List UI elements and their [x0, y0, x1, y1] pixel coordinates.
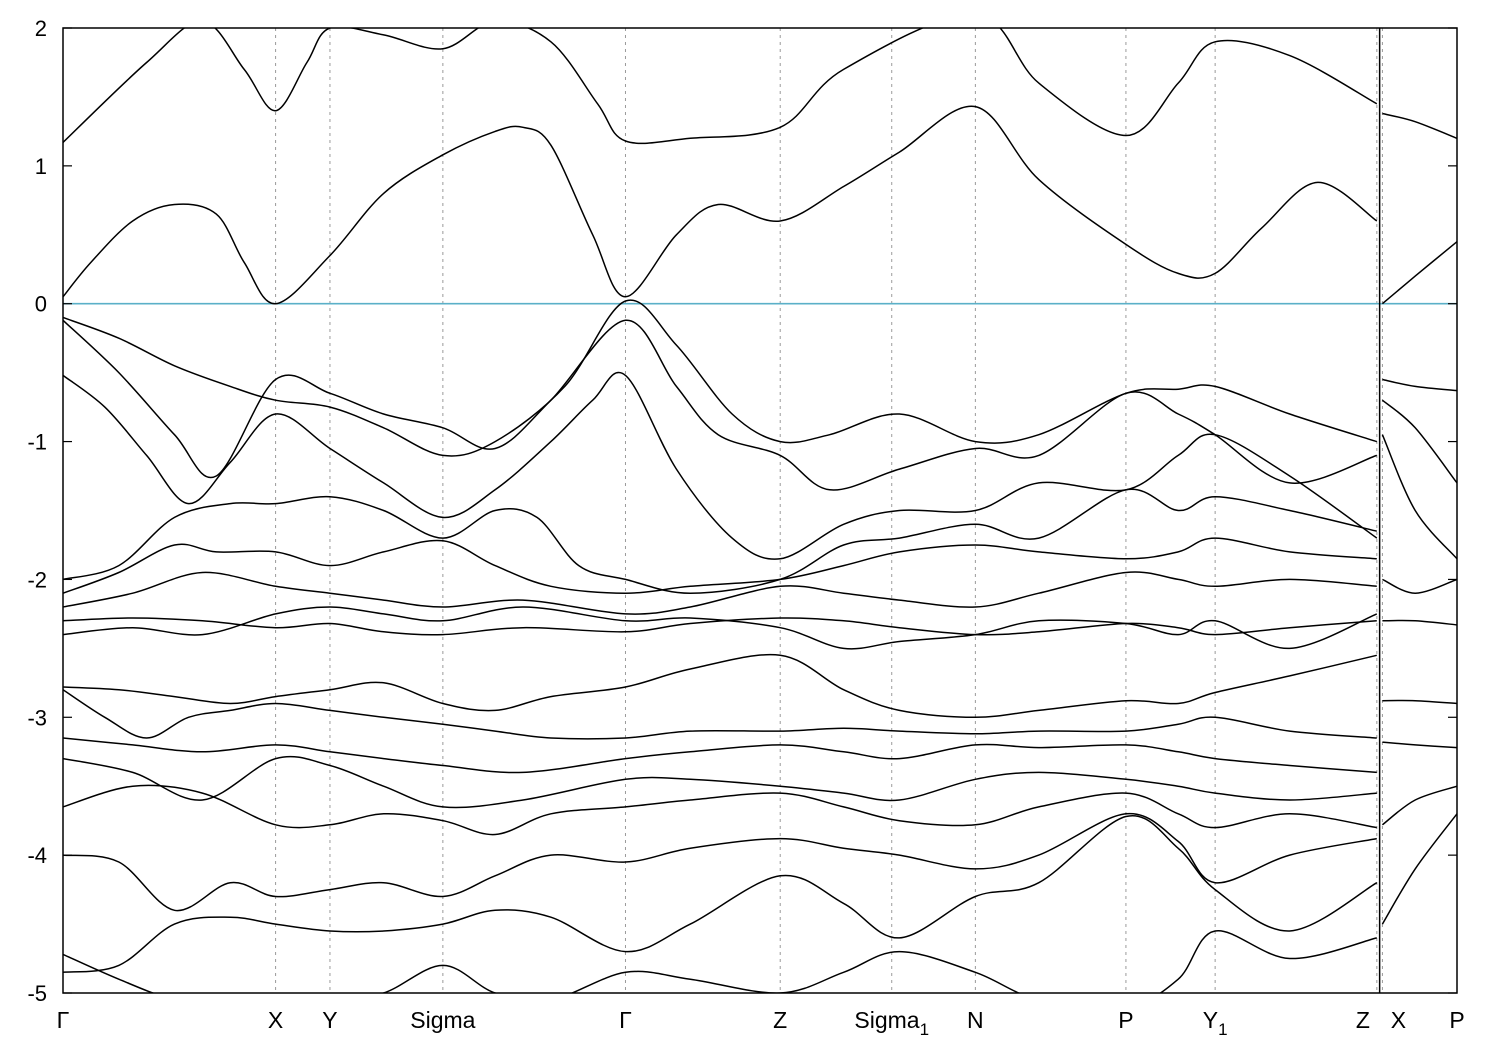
band-line-17: [63, 930, 1377, 993]
band-line-5: [63, 488, 1377, 594]
band-line-14: [63, 784, 1377, 836]
x-axis-ticks: Γ X Y Sigma Γ Z Sigma1 N P Y1 Z X P: [57, 1007, 1465, 1039]
xtick-label-5: Z: [773, 1007, 787, 1033]
band-line-2: [63, 299, 1378, 457]
band-line-3: [63, 319, 1378, 491]
band-line-18: [1382, 112, 1457, 139]
band-line-4: [63, 371, 1378, 560]
xtick-label-6: Sigma1: [854, 1007, 929, 1039]
band-line-19: [1381, 241, 1457, 305]
xtick-subscript-9: 1: [1218, 1020, 1227, 1039]
ytick-label-0: -5: [27, 981, 47, 1006]
xtick-label-2: Y: [322, 1007, 337, 1033]
band-line-0: [63, 28, 1378, 145]
band-line-21: [1381, 399, 1457, 484]
high-symmetry-gridlines: [275, 28, 1383, 993]
xtick-label-10: Z: [1356, 1007, 1370, 1033]
xtick-label-7: N: [967, 1007, 984, 1033]
xtick-label-8: P: [1118, 1007, 1133, 1033]
band-line-26: [1382, 741, 1457, 749]
band-line-25: [1382, 699, 1457, 705]
xtick-label-0: Γ: [57, 1007, 70, 1033]
xtick-subscript-6: 1: [920, 1020, 929, 1039]
plot-frame: [62, 27, 1458, 994]
band-line-23: [1382, 578, 1457, 594]
ytick-label-3: -2: [27, 567, 47, 592]
band-line-16: [63, 814, 1378, 974]
ytick-label-1: -4: [27, 843, 47, 868]
ytick-label-4: -1: [27, 430, 47, 455]
ytick-label-2: -3: [27, 705, 47, 730]
xtick-label-3: Sigma: [410, 1007, 475, 1033]
band-line-12: [63, 737, 1377, 774]
xtick-label-9: Y1: [1203, 1007, 1228, 1039]
band-lines: [63, 28, 1457, 993]
band-line-7: [63, 571, 1377, 615]
ytick-label-7: 2: [35, 16, 47, 41]
y-axis-ticks: -5 -4 -3 -2 -1 0 1 2: [27, 16, 1457, 1006]
band-line-9: [63, 606, 1378, 650]
band-line-22: [1381, 434, 1457, 560]
band-line-11: [63, 689, 1377, 740]
xtick-label-1: X: [268, 1007, 283, 1033]
xtick-label-4: Γ: [619, 1007, 632, 1033]
band-line-1: [63, 105, 1378, 305]
band-line-28: [1381, 813, 1457, 925]
ytick-label-5: 0: [35, 292, 47, 317]
band-line-27: [1381, 785, 1457, 826]
band-line-10: [63, 653, 1377, 719]
xtick-label-12: P: [1449, 1007, 1464, 1033]
xtick-label-11: X: [1391, 1007, 1406, 1033]
ytick-label-6: 1: [35, 154, 47, 179]
band-line-24: [1382, 619, 1457, 626]
band-line-20: [1382, 378, 1457, 392]
band-line-15: [63, 813, 1377, 912]
band-line-6: [63, 537, 1377, 594]
band-line-13: [63, 755, 1377, 809]
